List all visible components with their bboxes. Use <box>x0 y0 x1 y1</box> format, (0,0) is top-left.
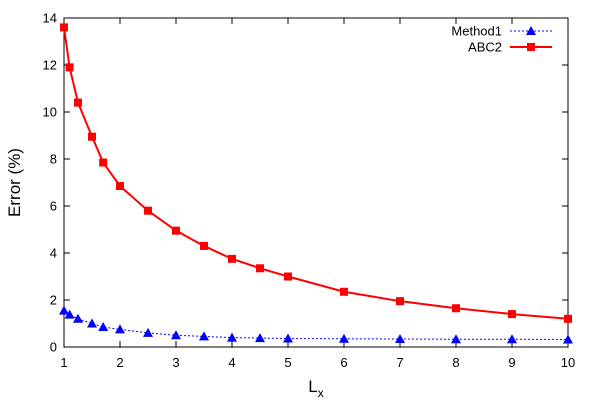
data-point <box>564 314 572 323</box>
data-point <box>143 327 153 337</box>
x-tick-label: 1 <box>60 355 67 370</box>
y-tick-label: 14 <box>43 11 57 26</box>
legend-label-abc2: ABC2 <box>468 40 502 55</box>
x-tick-label: 10 <box>561 355 575 370</box>
x-tick-label: 4 <box>228 355 235 370</box>
axis-ticks <box>63 17 569 348</box>
x-tick-label: 7 <box>396 355 403 370</box>
y-tick-label: 2 <box>50 293 57 308</box>
x-tick-label: 3 <box>172 355 179 370</box>
y-tick-label: 4 <box>50 246 57 261</box>
data-point <box>172 226 180 235</box>
data-point <box>59 305 69 315</box>
x-tick-label: 6 <box>340 355 347 370</box>
y-tick-label: 6 <box>50 199 57 214</box>
data-point <box>452 304 460 313</box>
data-point <box>116 182 124 191</box>
data-point <box>227 332 237 342</box>
series-abc2 <box>60 23 572 323</box>
x-tick-label: 5 <box>284 355 291 370</box>
data-point <box>563 334 573 344</box>
data-point <box>339 333 349 343</box>
x-axis-title-subscript: x <box>318 386 324 400</box>
data-point <box>64 309 75 319</box>
legend-label-method1: Method1 <box>451 24 502 39</box>
data-point <box>451 334 461 344</box>
series-method1 <box>59 305 573 344</box>
x-axis-title: Lx <box>308 377 323 400</box>
plot-frame <box>63 17 569 348</box>
data-point <box>60 23 68 32</box>
data-point <box>171 330 181 340</box>
series-line <box>63 27 569 320</box>
x-axis-title-main: L <box>308 377 317 396</box>
data-point <box>144 206 152 215</box>
data-point <box>340 287 348 296</box>
data-point <box>507 334 517 344</box>
data-point <box>99 158 108 167</box>
legend-marker-abc2 <box>527 43 535 51</box>
series-layer <box>59 23 573 344</box>
data-point <box>255 333 265 343</box>
y-tick-label: 12 <box>43 58 57 73</box>
data-point <box>228 254 236 263</box>
data-point <box>283 333 293 343</box>
y-tick-label: 10 <box>43 105 57 120</box>
data-point <box>395 334 405 344</box>
data-point <box>65 63 74 72</box>
data-point <box>88 132 96 141</box>
data-point <box>396 297 404 306</box>
series-line <box>63 310 569 340</box>
y-axis-title: Error (%) <box>5 148 24 217</box>
data-point <box>200 241 208 250</box>
x-tick-label: 2 <box>116 355 123 370</box>
x-tick-label: 8 <box>452 355 459 370</box>
data-point <box>115 324 125 334</box>
legend-marker-method1 <box>526 26 536 35</box>
data-point <box>74 98 82 107</box>
x-tick-label: 9 <box>508 355 515 370</box>
data-point <box>199 331 209 341</box>
data-point <box>73 313 83 323</box>
y-tick-label: 0 <box>50 340 57 355</box>
data-point <box>508 310 516 319</box>
data-point <box>98 322 109 332</box>
data-point <box>87 318 97 328</box>
data-point <box>284 272 292 281</box>
data-point <box>256 264 264 273</box>
y-tick-label: 8 <box>50 152 57 167</box>
